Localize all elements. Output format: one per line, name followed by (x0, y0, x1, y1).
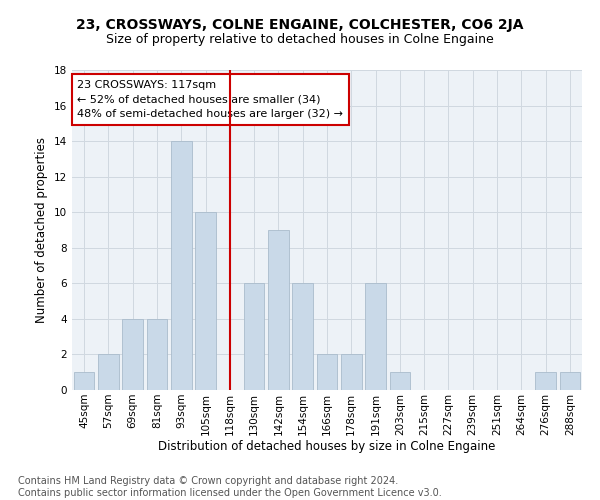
Text: 23 CROSSWAYS: 117sqm
← 52% of detached houses are smaller (34)
48% of semi-detac: 23 CROSSWAYS: 117sqm ← 52% of detached h… (77, 80, 343, 119)
Bar (195, 212, 216, 390)
Y-axis label: Number of detached properties: Number of detached properties (35, 137, 49, 323)
Bar (98, 354, 119, 390)
Bar (365, 284, 386, 390)
Bar (341, 354, 362, 390)
Text: Contains HM Land Registry data © Crown copyright and database right 2024.
Contai: Contains HM Land Registry data © Crown c… (18, 476, 442, 498)
Bar (317, 354, 337, 390)
Bar (560, 372, 580, 390)
Bar (122, 319, 143, 390)
Bar (171, 141, 191, 390)
Bar (244, 284, 265, 390)
Bar (389, 372, 410, 390)
Text: 23, CROSSWAYS, COLNE ENGAINE, COLCHESTER, CO6 2JA: 23, CROSSWAYS, COLNE ENGAINE, COLCHESTER… (76, 18, 524, 32)
Bar (74, 372, 94, 390)
Bar (292, 284, 313, 390)
Bar (146, 319, 167, 390)
Bar (268, 230, 289, 390)
Bar (535, 372, 556, 390)
Text: Size of property relative to detached houses in Colne Engaine: Size of property relative to detached ho… (106, 32, 494, 46)
X-axis label: Distribution of detached houses by size in Colne Engaine: Distribution of detached houses by size … (158, 440, 496, 454)
